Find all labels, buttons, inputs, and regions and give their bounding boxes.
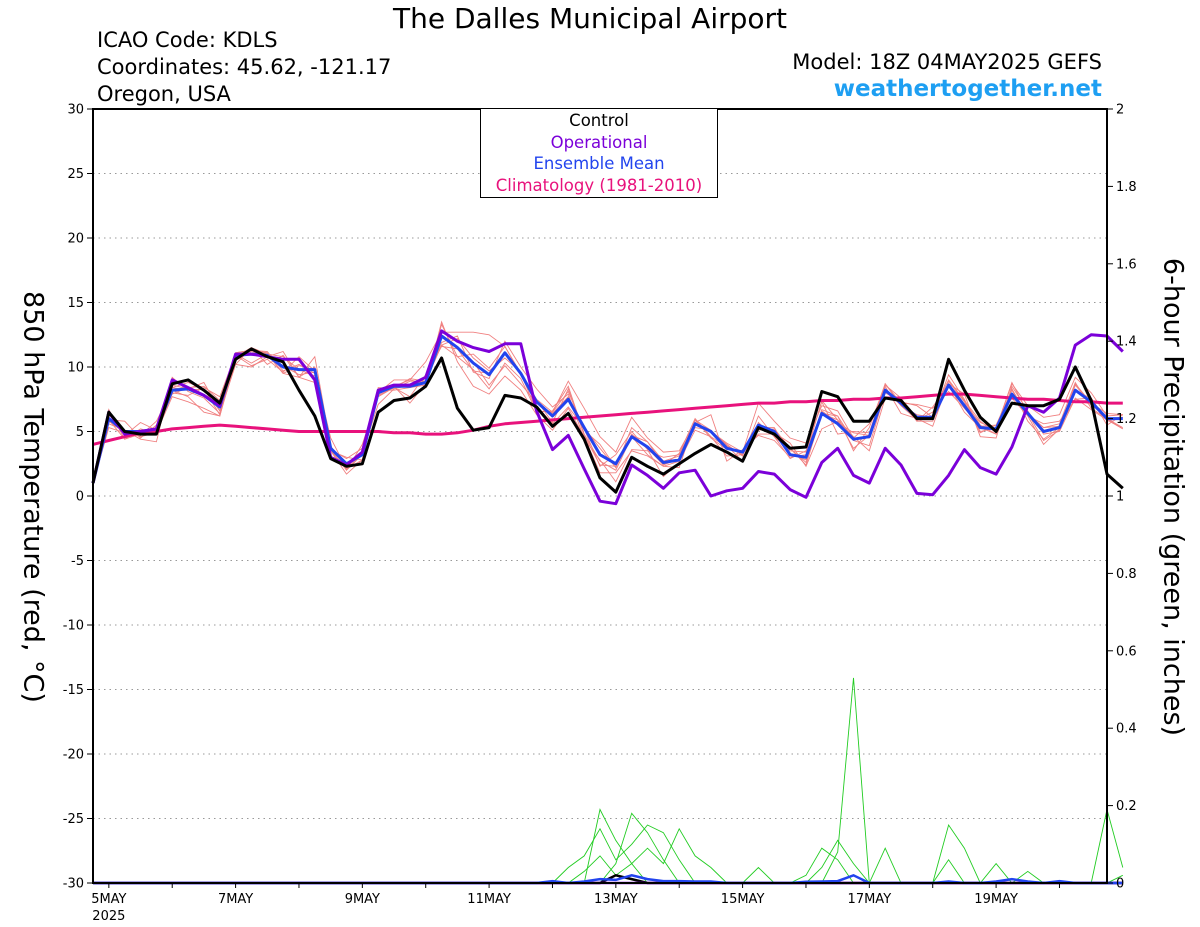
x-tick-label: 15MAY [721,892,765,907]
precip-series [93,677,1124,885]
precip-member-line [93,823,1123,884]
precip-member-line [93,812,1123,884]
chart-title: The Dalles Municipal Airport [392,2,788,35]
climatology-line [92,392,1123,446]
x-tick-label: 11MAY [467,892,511,907]
main-series [91,329,1124,506]
model-run: Model: 18Z 04MAY2025 GEFS [792,50,1102,74]
y2-tick-label: 1.2 [1116,412,1137,427]
y-tick-label: 30 [67,103,84,118]
y-axis-left: 30 25 20 15 10 5 0 -5 -10 -15 -20 -25 -30 [63,103,93,892]
y-tick-label: 0 [76,490,84,505]
y2-tick-label: 0.8 [1116,567,1137,582]
precip-member-line [93,677,1123,884]
icao-code: ICAO Code: KDLS [97,28,278,52]
x-tick-label: 5MAY [91,892,126,907]
control-line [91,347,1124,494]
legend-control: Control [569,111,629,130]
x-tick-label: 19MAY [974,892,1018,907]
legend-ensemble-mean: Ensemble Mean [533,154,665,173]
y2-tick-label: 1.4 [1116,335,1137,350]
y2-tick-label: 0.4 [1116,722,1137,737]
legend: Control Operational Ensemble Mean Climat… [480,108,718,198]
member-line [92,331,1123,484]
legend-operational: Operational [550,132,648,152]
x-tick-label: 13MAY [594,892,638,907]
y-tick-label: -20 [63,748,84,763]
operational-line [91,329,1124,506]
y-tick-label: -10 [63,619,84,634]
website-link[interactable]: weathertogether.net [833,76,1102,102]
y-axis-label-left: 850 hPa Temperature (red, °C) [17,291,49,703]
x-tick-label: 9MAY [345,892,380,907]
y-tick-label: -25 [63,812,84,827]
y2-tick-label: 1.8 [1116,180,1137,195]
y2-tick-label: 1.6 [1116,257,1137,272]
grid-lines [93,173,1107,819]
y-tick-label: 20 [67,232,84,247]
region: Oregon, USA [97,82,231,106]
coordinates: Coordinates: 45.62, -121.17 [97,55,392,79]
y2-tick-label: 1 [1116,490,1124,505]
precip-member-line [93,808,1123,884]
x-year-label: 2025 [92,909,125,924]
y-tick-label: 15 [67,296,84,311]
y2-tick-label: 0.2 [1116,799,1137,814]
x-tick-label: 17MAY [848,892,892,907]
x-axis: 5MAY 7MAY 9MAY 11MAY 13MAY 15MAY 17MAY 19MAY 202… [91,883,1060,924]
y-axis-right: 2 1.8 1.6 1.4 1.2 1 0.8 0.6 0.4 0.2 0 [1107,103,1137,892]
legend-climatology: Climatology (1981-2010) [495,175,703,195]
y-tick-label: 10 [67,361,84,376]
y-tick-label: 25 [67,167,84,182]
y-tick-label: -5 [71,554,84,569]
y-tick-label: 5 [76,425,84,440]
y2-tick-label: 0.6 [1116,644,1137,659]
member-line [92,345,1124,484]
x-tick-label: 7MAY [218,892,253,907]
y2-tick-label: 2 [1116,103,1124,118]
precip-member-line [93,839,1123,884]
y-axis-label-right: 6-hour Precipitation (green, inches) [1157,257,1189,737]
precip-member-line [93,809,1124,884]
y2-tick-label: 0 [1116,877,1124,892]
precip-member-line [93,824,1123,884]
y-tick-label: -30 [63,877,84,892]
y-tick-label: -15 [63,683,84,698]
